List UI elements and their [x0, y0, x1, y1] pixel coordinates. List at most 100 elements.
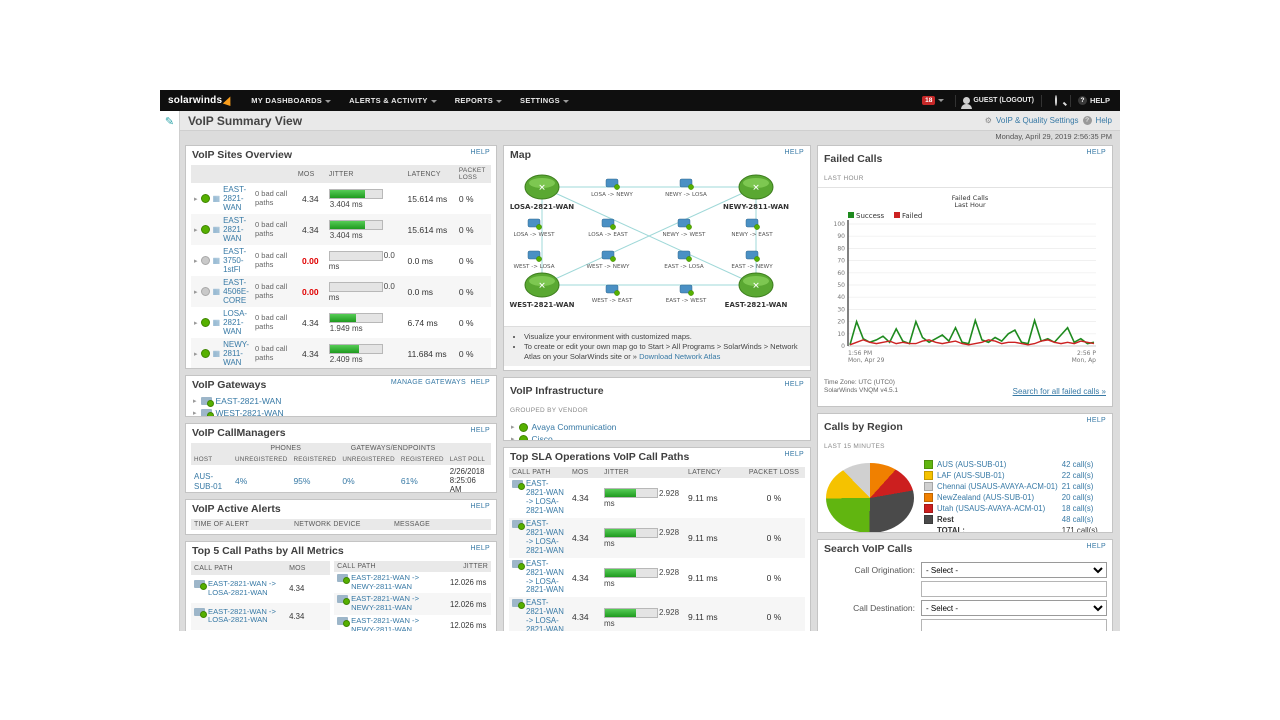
call-path-link[interactable]: EAST-2821-WAN -> LOSA-2821-WAN: [526, 518, 564, 555]
map-link-node[interactable]: WEST -> NEWY: [587, 250, 631, 270]
region-count-link[interactable]: 20 call(s): [1061, 493, 1094, 502]
map-router-node[interactable]: ✕ NEWY-2811-WAN: [723, 174, 789, 211]
jitter-cell: 3.404 ms: [326, 183, 405, 214]
download-network-atlas-link[interactable]: Download Network Atlas: [639, 351, 721, 361]
manage-gateways-link[interactable]: MANAGE GATEWAYS: [390, 379, 466, 386]
notifications-button[interactable]: 18: [918, 96, 948, 105]
map-router-node[interactable]: ✕ WEST-2821-WAN: [510, 272, 575, 309]
gateway-link[interactable]: WEST-2821-WAN: [215, 408, 284, 417]
region-link[interactable]: AUS (AUS-SUB-01): [937, 460, 1007, 469]
map-link-node[interactable]: EAST -> NEWY: [731, 250, 773, 270]
host-link[interactable]: AUS-SUB-01: [194, 471, 223, 491]
site-link[interactable]: EAST-2821-WAN: [223, 216, 247, 243]
expand-arrow-icon[interactable]: ▸: [511, 436, 515, 441]
infrastructure-item[interactable]: ▸ Avaya Communication: [509, 421, 805, 433]
map-link-node[interactable]: EAST -> LOSA: [664, 250, 704, 270]
expand-arrow-icon[interactable]: ▸: [194, 350, 198, 358]
map-link-node[interactable]: NEWY -> EAST: [731, 218, 773, 238]
map-link-node[interactable]: LOSA -> NEWY: [591, 178, 633, 198]
expand-arrow-icon[interactable]: ▸: [194, 257, 198, 265]
voip-quality-settings-link[interactable]: VoIP & Quality Settings: [995, 116, 1079, 125]
pct-link[interactable]: 4%: [235, 475, 248, 486]
nav-item-my-dashboards[interactable]: MY DASHBOARDS: [242, 96, 340, 105]
call-path-link[interactable]: EAST-2821-WAN -> LOSA-2821-WAN: [208, 606, 276, 625]
expand-arrow-icon[interactable]: ▸: [193, 398, 197, 405]
callmanagers-help-link[interactable]: HELP: [470, 427, 490, 434]
expand-arrow-icon[interactable]: ▸: [194, 195, 198, 203]
edit-page-icon[interactable]: ✎: [164, 116, 175, 128]
region-link[interactable]: NewZealand (AUS-SUB-01): [937, 493, 1035, 502]
gateway-item[interactable]: ▸ WEST-2821-WAN: [191, 407, 491, 417]
nav-item-alerts-activity[interactable]: ALERTS & ACTIVITY: [340, 96, 446, 105]
expand-arrow-icon[interactable]: ▸: [193, 410, 197, 417]
expand-arrow-icon[interactable]: ▸: [194, 319, 198, 327]
call-origination-input[interactable]: [921, 581, 1107, 597]
region-count-link[interactable]: 18 call(s): [1061, 504, 1094, 513]
help-button[interactable]: ? HELP: [1077, 96, 1120, 105]
pct-link[interactable]: 61%: [400, 475, 418, 486]
last-poll-value: 2/26/2018 8:25:06 AM: [449, 467, 485, 493]
map-help-link[interactable]: HELP: [784, 149, 804, 156]
nav-item-reports[interactable]: REPORTS: [446, 96, 511, 105]
map-router-node[interactable]: ✕ EAST-2821-WAN: [725, 272, 788, 309]
vendor-link[interactable]: Cisco: [531, 434, 553, 441]
call-path-link[interactable]: EAST-2821-WAN -> NEWY-2811-WAN: [351, 594, 419, 613]
call-path-link[interactable]: EAST-2821-WAN -> LOSA-2821-WAN: [526, 558, 564, 595]
vendor-link[interactable]: Avaya Communication: [531, 422, 617, 432]
site-link[interactable]: LOSA-2821-WAN: [223, 309, 248, 336]
user-menu-button[interactable]: GUEST (LOGOUT): [961, 97, 1034, 109]
call-path-link[interactable]: EAST-2821-WAN -> LOSA-2821-WAN: [208, 579, 276, 597]
search-help-link[interactable]: HELP: [1086, 543, 1106, 550]
site-grid-icon: ▦: [212, 225, 221, 234]
site-link[interactable]: EAST-4506E-CORE: [223, 278, 249, 305]
map-link-node[interactable]: EAST -> WEST: [666, 284, 707, 304]
map-link-node[interactable]: LOSA -> WEST: [513, 218, 555, 238]
gateway-link[interactable]: EAST-2821-WAN: [215, 396, 282, 406]
sites-help-link[interactable]: HELP: [470, 149, 490, 156]
region-link[interactable]: LAF (AUS-SUB-01): [937, 471, 1005, 480]
region-count-link[interactable]: 42 call(s): [1061, 460, 1094, 469]
infrastructure-item[interactable]: ▸ Cisco: [509, 433, 805, 441]
call-path-link[interactable]: EAST-2821-WAN -> NEWY-2811-WAN: [351, 573, 419, 591]
map-link-node[interactable]: WEST -> LOSA: [513, 250, 555, 270]
region-help-link[interactable]: HELP: [1086, 417, 1106, 424]
map-link-node[interactable]: LOSA -> EAST: [588, 218, 628, 238]
failed-help-link[interactable]: HELP: [1086, 149, 1106, 156]
map-link-node[interactable]: NEWY -> LOSA: [665, 178, 707, 198]
nav-item-settings[interactable]: SETTINGS: [511, 96, 578, 105]
infra-help-link[interactable]: HELP: [784, 381, 804, 388]
site-link[interactable]: EAST-2821-WAN: [223, 185, 247, 212]
region-count-link[interactable]: 21 call(s): [1061, 482, 1094, 491]
region-count-link[interactable]: 22 call(s): [1061, 471, 1094, 480]
search-button[interactable]: [1049, 95, 1063, 106]
call-origination-select[interactable]: - Select -: [921, 562, 1107, 578]
gateways-help-link[interactable]: HELP: [470, 379, 490, 386]
pct-link[interactable]: 0%: [342, 475, 355, 486]
alerts-help-link[interactable]: HELP: [470, 503, 490, 510]
pct-link[interactable]: 95%: [293, 475, 311, 486]
call-path-link[interactable]: EAST-2821-WAN -> LOSA-2821-WAN: [526, 479, 564, 515]
sla-help-link[interactable]: HELP: [784, 451, 804, 458]
map-router-node[interactable]: ✕ LOSA-2821-WAN: [510, 174, 574, 211]
expand-arrow-icon[interactable]: ▸: [194, 226, 198, 234]
map-link-node[interactable]: WEST -> EAST: [592, 284, 633, 304]
site-link[interactable]: EAST-3750-1stFl: [223, 247, 247, 274]
region-link[interactable]: Chennai (USAUS-AVAYA-ACM-01): [937, 482, 1058, 491]
region-count-link[interactable]: 48 call(s): [1061, 515, 1094, 524]
top5-help-link[interactable]: HELP: [470, 545, 490, 552]
call-path-link[interactable]: EAST-2821-WAN -> LOSA-2821-WAN: [526, 598, 564, 631]
call-path-link[interactable]: EAST-2821-WAN -> NEWY-2811-WAN: [351, 615, 419, 631]
latency-value: 9.11 ms: [688, 492, 718, 503]
search-failed-calls-link[interactable]: Search for all failed calls »: [1012, 386, 1106, 396]
expand-arrow-icon[interactable]: ▸: [194, 288, 198, 296]
call-destination-select[interactable]: - Select -: [921, 600, 1107, 616]
call-destination-input[interactable]: [921, 619, 1107, 631]
gateway-item[interactable]: ▸ EAST-2821-WAN: [191, 395, 491, 407]
chart-text: Last Hour: [954, 201, 986, 209]
solarwinds-logo[interactable]: solarwinds: [168, 94, 234, 107]
map-link-node[interactable]: NEWY -> WEST: [663, 218, 707, 238]
expand-arrow-icon[interactable]: ▸: [511, 424, 515, 431]
page-help-link[interactable]: Help: [1095, 116, 1112, 125]
site-link[interactable]: NEWY-2811-WAN: [223, 340, 250, 367]
region-link[interactable]: Utah (USAUS-AVAYA-ACM-01): [937, 504, 1046, 513]
